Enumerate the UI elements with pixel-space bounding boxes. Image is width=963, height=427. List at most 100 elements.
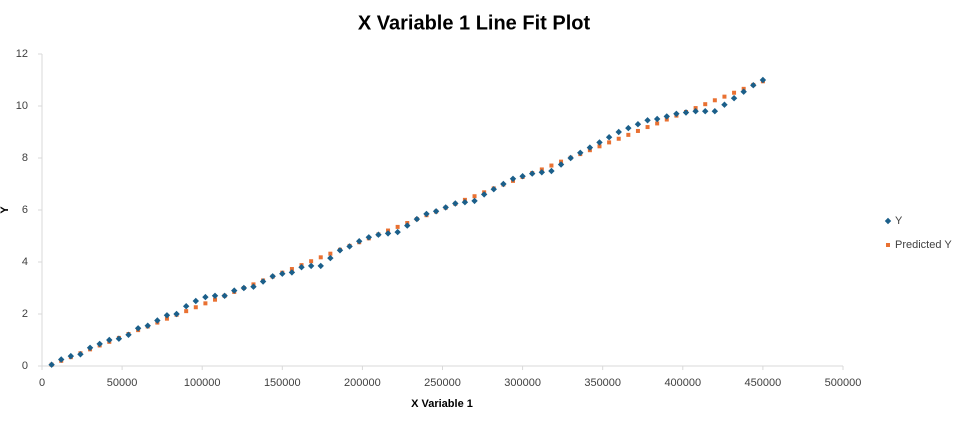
- point: [193, 305, 198, 310]
- point: [395, 224, 400, 229]
- point: [134, 325, 142, 332]
- y-tick-label: 2: [22, 308, 28, 320]
- point: [309, 259, 314, 264]
- x-tick-label: 350000: [584, 377, 621, 389]
- point: [645, 125, 650, 130]
- point: [615, 128, 622, 136]
- point: [703, 102, 708, 107]
- point: [692, 108, 699, 115]
- point: [240, 284, 248, 292]
- point: [626, 132, 631, 137]
- point: [759, 76, 767, 84]
- point: [404, 222, 411, 229]
- point: [500, 180, 507, 188]
- point: [346, 243, 353, 250]
- point: [164, 316, 169, 321]
- point: [557, 161, 565, 168]
- point: [722, 94, 727, 99]
- point: [702, 108, 709, 115]
- point: [394, 228, 401, 236]
- point: [472, 194, 477, 199]
- point: [597, 144, 602, 149]
- point: [616, 136, 621, 141]
- point: [163, 312, 171, 319]
- point: [211, 292, 219, 299]
- point: [58, 356, 65, 363]
- point: [221, 292, 228, 299]
- point: [663, 113, 670, 120]
- point: [529, 170, 536, 177]
- point: [577, 149, 584, 156]
- point: [106, 336, 113, 344]
- point: [432, 208, 440, 215]
- point: [203, 301, 208, 306]
- point: [213, 297, 218, 302]
- point: [48, 361, 55, 368]
- point: [298, 264, 305, 271]
- x-tick-label: 100000: [184, 377, 221, 389]
- point: [154, 317, 161, 324]
- point: [182, 303, 190, 310]
- point: [115, 335, 123, 342]
- y-axis-title: Y: [0, 206, 11, 214]
- point: [365, 234, 373, 241]
- point: [519, 173, 526, 180]
- point: [317, 262, 324, 270]
- point: [586, 144, 594, 151]
- legend-label: Predicted Y: [895, 239, 952, 251]
- point: [96, 340, 103, 348]
- y-tick-label: 10: [16, 100, 28, 112]
- y-tick-label: 12: [16, 48, 28, 60]
- point: [442, 204, 449, 211]
- point: [202, 293, 209, 301]
- y-tick-label: 4: [22, 256, 28, 268]
- point: [231, 287, 238, 294]
- point: [634, 121, 642, 128]
- point: [250, 283, 257, 290]
- x-tick-label: 500000: [825, 377, 862, 389]
- y-tick-label: 0: [22, 360, 28, 372]
- point: [144, 322, 151, 329]
- point: [279, 270, 286, 277]
- point: [86, 344, 94, 351]
- point: [413, 215, 421, 223]
- point: [384, 230, 392, 237]
- point: [596, 139, 603, 146]
- point: [327, 254, 334, 262]
- legend-label: Y: [895, 215, 903, 227]
- point: [711, 108, 719, 115]
- point: [732, 90, 737, 95]
- legend-marker: [886, 243, 890, 247]
- point: [452, 200, 459, 207]
- point: [538, 169, 546, 176]
- x-tick-label: 300000: [504, 377, 541, 389]
- point: [318, 255, 323, 260]
- point: [655, 121, 660, 126]
- x-tick-label: 250000: [424, 377, 461, 389]
- point: [740, 88, 747, 95]
- point: [259, 278, 267, 285]
- x-tick-label: 450000: [745, 377, 782, 389]
- point: [461, 199, 469, 206]
- point: [355, 238, 363, 245]
- point: [653, 115, 661, 123]
- point: [644, 117, 651, 124]
- x-tick-label: 50000: [107, 377, 138, 389]
- point: [509, 175, 517, 182]
- point: [567, 154, 574, 162]
- chart-title: X Variable 1 Line Fit Plot: [358, 12, 591, 34]
- point: [67, 352, 75, 360]
- point: [375, 231, 382, 238]
- x-tick-label: 400000: [664, 377, 701, 389]
- x-tick-label: 150000: [264, 377, 301, 389]
- x-tick-label: 200000: [344, 377, 381, 389]
- point: [423, 210, 430, 218]
- point: [328, 251, 333, 256]
- point: [607, 140, 612, 145]
- point: [548, 167, 555, 175]
- legend-marker: [884, 217, 892, 225]
- point: [173, 310, 180, 318]
- y-tick-label: 6: [22, 204, 28, 216]
